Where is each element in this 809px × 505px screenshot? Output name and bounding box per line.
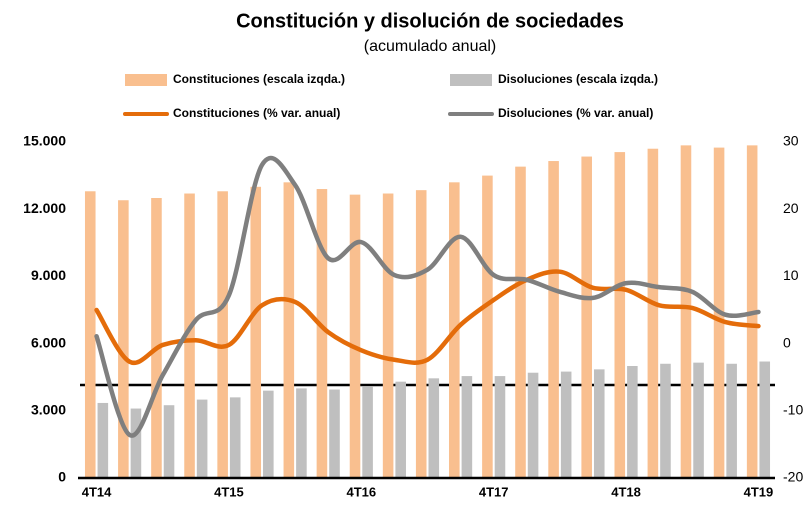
x-tick-label: 4T15 xyxy=(214,484,244,499)
y2-tick-label: -20 xyxy=(783,469,803,485)
bar xyxy=(296,388,307,478)
bar xyxy=(130,408,142,478)
bar xyxy=(362,386,373,478)
bar xyxy=(395,381,406,478)
bar xyxy=(151,198,162,478)
bar xyxy=(329,389,340,478)
line-series xyxy=(94,269,761,366)
y2-tick-label: 30 xyxy=(783,133,799,149)
bar xyxy=(680,145,692,479)
x-tick-label: 4T16 xyxy=(346,484,376,499)
bar xyxy=(527,372,539,478)
bar xyxy=(84,191,96,478)
bar xyxy=(217,191,228,478)
bar xyxy=(494,376,506,478)
bar xyxy=(163,405,175,478)
y-tick-label: 15.000 xyxy=(23,133,66,149)
x-tick-label: 4T17 xyxy=(479,484,509,499)
y-tick-label: 0 xyxy=(58,469,66,485)
x-tick-label: 4T18 xyxy=(611,484,641,499)
bar xyxy=(660,363,671,478)
chart-subtitle: (acumulado anual) xyxy=(364,38,497,55)
y-tick-label: 12.000 xyxy=(23,200,66,216)
bar xyxy=(593,369,605,478)
legend-label: Constituciones (% var. anual) xyxy=(173,106,340,120)
y2-tick-label: 10 xyxy=(783,267,799,283)
bar xyxy=(263,390,274,478)
x-tick-label: 4T14 xyxy=(82,484,112,499)
bar xyxy=(726,363,737,478)
bar xyxy=(548,161,559,479)
y2-tick-label: -10 xyxy=(783,402,803,418)
y2-tick-label: 0 xyxy=(783,334,791,350)
bar xyxy=(560,371,572,478)
bar xyxy=(250,186,262,479)
legend-label: Constituciones (escala izqda.) xyxy=(173,72,345,86)
bar xyxy=(415,190,427,478)
y-tick-label: 6.000 xyxy=(31,334,66,350)
bar xyxy=(693,362,704,478)
bar xyxy=(515,166,526,478)
bar xyxy=(647,148,659,478)
bar xyxy=(283,182,295,478)
y-tick-label: 3.000 xyxy=(31,402,66,418)
bar xyxy=(196,399,208,478)
x-tick-label: 4T19 xyxy=(744,484,774,499)
chart-title: Constitución y disolución de sociedades xyxy=(236,10,624,32)
bar xyxy=(627,366,638,478)
bar xyxy=(229,397,241,478)
bar xyxy=(428,378,440,478)
legend-swatch xyxy=(125,74,167,86)
bar xyxy=(581,156,592,478)
legend-label: Disoluciones (% var. anual) xyxy=(498,106,653,120)
y2-tick-label: 20 xyxy=(783,200,799,216)
bar xyxy=(184,193,195,478)
bar xyxy=(759,361,771,478)
legend-swatch xyxy=(450,74,492,86)
bar xyxy=(316,189,328,479)
bar xyxy=(461,376,473,478)
bar xyxy=(482,175,493,478)
bar xyxy=(614,152,626,478)
bar xyxy=(349,194,361,478)
bar xyxy=(382,193,394,478)
bar xyxy=(118,200,129,479)
legend-label: Disoluciones (escala izqda.) xyxy=(498,72,658,86)
line-series xyxy=(94,155,761,438)
y-tick-label: 9.000 xyxy=(31,267,66,283)
bar xyxy=(97,402,109,478)
